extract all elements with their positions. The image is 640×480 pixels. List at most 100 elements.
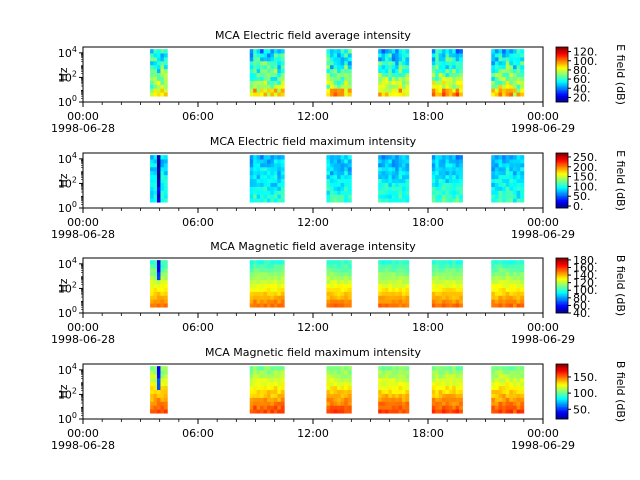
spectrogram-cell — [273, 182, 278, 187]
spectrogram-cell — [156, 287, 161, 292]
spectrogram-cell — [391, 159, 396, 164]
spectrogram-cell — [435, 393, 440, 398]
spectrogram-cell — [249, 366, 254, 371]
spectrogram-cell — [326, 279, 331, 285]
spectrogram-cell — [381, 264, 386, 269]
spectrogram-cell — [505, 92, 510, 97]
spectrogram-cell — [509, 275, 514, 281]
spectrogram-cell — [378, 271, 382, 277]
spectrogram-cell — [273, 166, 278, 172]
spectrogram-cell — [438, 385, 443, 391]
spectrogram-cell — [260, 291, 264, 296]
spectrogram-cell — [402, 174, 406, 180]
spectrogram-cell — [253, 92, 258, 97]
spectrogram-cell — [395, 401, 400, 406]
spectrogram-cell — [253, 80, 258, 85]
spectrogram-cell — [156, 295, 161, 300]
spectrogram-cell — [448, 366, 453, 371]
spectrogram-cell — [333, 80, 338, 85]
spectrogram-cell — [505, 283, 510, 288]
spectrogram-cell — [337, 370, 342, 375]
spectrogram-cell — [405, 279, 410, 285]
spectrogram-cell — [455, 389, 460, 394]
spectrogram-cell — [263, 76, 268, 81]
spectrogram-cell — [381, 49, 386, 54]
spectrogram-cell — [459, 389, 463, 394]
spectrogram-cell — [280, 385, 285, 391]
spectrogram-cell — [326, 264, 331, 269]
spectrogram-cell — [253, 64, 258, 70]
spectrogram-cell — [516, 186, 521, 191]
x-tick-label: 18:00 — [412, 321, 444, 334]
spectrogram-cell — [459, 264, 463, 269]
spectrogram-cell — [270, 194, 275, 199]
spectrogram-cell — [384, 279, 389, 285]
spectrogram-cell — [384, 182, 389, 187]
spectrogram-cell — [509, 84, 514, 89]
spectrogram-cell — [384, 389, 389, 394]
spectrogram-cell — [455, 377, 460, 383]
colorbar-swatch — [556, 73, 568, 75]
spectrogram-cell — [516, 366, 521, 371]
spectrogram-cell — [267, 174, 271, 180]
spectrogram-cell — [445, 401, 450, 406]
spectrogram-cell — [340, 260, 345, 265]
spectrogram-cell — [270, 283, 275, 288]
spectrogram-cell — [459, 72, 463, 77]
spectrogram-cell — [253, 291, 258, 296]
spectrogram-cell — [273, 271, 278, 277]
spectrogram-cell — [329, 264, 334, 269]
spectrogram-cell — [333, 377, 338, 383]
spectrogram-cell — [445, 409, 450, 414]
x-tick-date: 1998-06-29 — [511, 439, 575, 452]
spectrogram-cell — [340, 186, 345, 191]
spectrogram-cell — [445, 299, 450, 304]
spectrogram-cell — [256, 279, 261, 285]
spectrogram-cell — [455, 401, 460, 406]
spectrogram-cell — [509, 174, 514, 180]
spectrogram-cell — [270, 174, 275, 180]
spectrogram-cell — [516, 92, 521, 97]
spectrogram-cell — [445, 56, 450, 62]
colorbar-swatch — [556, 201, 568, 203]
spectrogram-cell — [150, 409, 154, 414]
colorbar-swatch — [556, 180, 568, 183]
spectrogram-cell — [273, 295, 278, 300]
spectrogram-cell — [435, 260, 440, 265]
spectrogram-cell — [442, 397, 446, 402]
spectrogram-cell — [260, 299, 264, 304]
spectrogram-cell — [256, 370, 261, 375]
spectrogram-cell — [153, 76, 158, 81]
spectrogram-cell — [381, 385, 386, 391]
spectrogram-cell — [448, 283, 453, 288]
spectrogram-cell — [153, 80, 158, 85]
spectrogram-cell — [512, 72, 517, 77]
spectrogram-cell — [459, 49, 463, 54]
spectrogram-cell — [160, 72, 165, 77]
spectrogram-cell — [452, 264, 457, 269]
spectrogram-cell — [344, 303, 349, 308]
spectrogram-cell — [156, 182, 161, 187]
spectrogram-cell — [491, 174, 496, 180]
spectrogram-cell — [395, 287, 400, 292]
spectrogram-cell — [455, 174, 460, 180]
spectrogram-cell — [249, 76, 254, 81]
spectrogram-cell — [505, 186, 510, 191]
spectrogram-cell — [253, 393, 258, 398]
spectrogram-cell — [270, 264, 275, 269]
spectrogram-cell — [502, 92, 507, 97]
spectrogram-cell — [445, 283, 450, 288]
spectrogram-cell — [398, 88, 403, 93]
spectrogram-cell — [253, 68, 258, 74]
spectrogram-cell — [260, 260, 264, 265]
spectrogram-cell — [267, 198, 271, 203]
spectrogram-cell — [384, 385, 389, 391]
spectrogram-cell — [445, 303, 450, 308]
y-axis-label: Hz — [57, 278, 70, 292]
spectrogram-cell — [160, 381, 165, 387]
colorbar-swatch — [556, 416, 568, 418]
spectrogram-cell — [438, 76, 443, 81]
spectrogram-cell — [150, 401, 154, 406]
spectrogram-cell — [253, 401, 258, 406]
spectrogram-cell — [153, 53, 158, 58]
